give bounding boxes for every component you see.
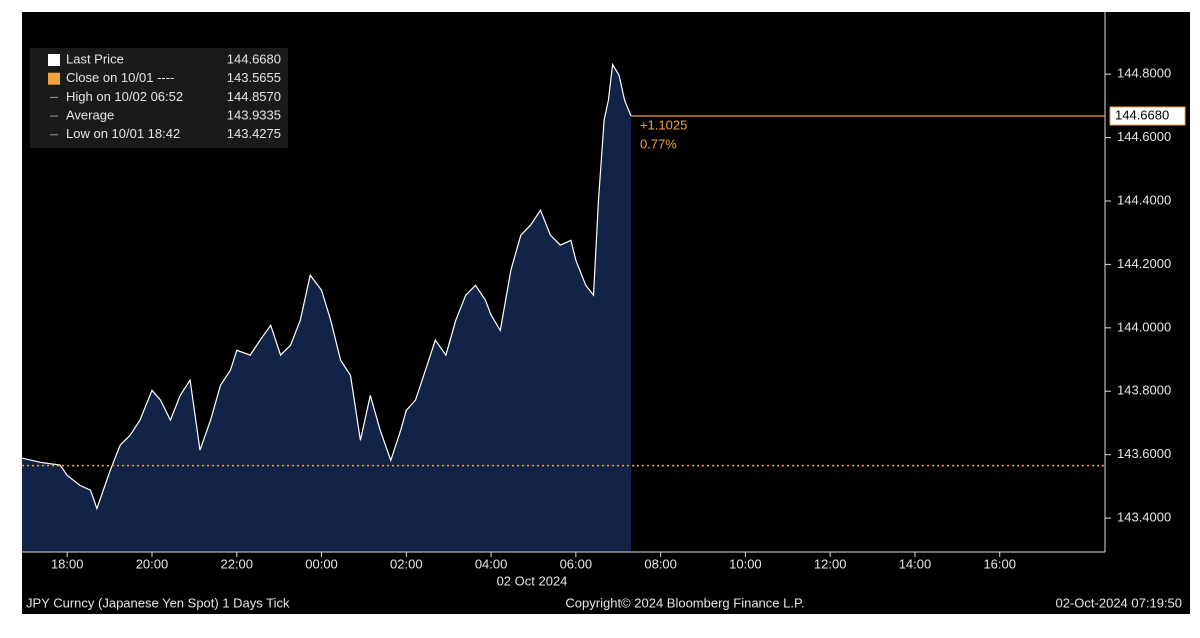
x-tick-label: 08:00 xyxy=(644,556,677,571)
y-tick-label: 143.4000 xyxy=(1117,510,1171,525)
x-tick-label: 18:00 xyxy=(51,556,84,571)
y-tick-label: 144.4000 xyxy=(1117,192,1171,207)
legend-value: 143.4275 xyxy=(227,126,281,141)
x-tick-label: 00:00 xyxy=(305,556,338,571)
x-tick-label: 04:00 xyxy=(475,556,508,571)
y-tick-label: 144.2000 xyxy=(1117,256,1171,271)
legend-name: Average xyxy=(66,108,114,123)
footer-left: JPY Curncy (Japanese Yen Spot) 1 Days Ti… xyxy=(26,595,290,610)
price-line xyxy=(21,62,632,511)
legend-name: Last Price xyxy=(66,51,124,66)
last-price-label: 144.6680 xyxy=(1115,107,1169,122)
x-tick-label: 12:00 xyxy=(814,556,847,571)
legend-value: 144.8570 xyxy=(227,89,281,104)
x-tick-label: 22:00 xyxy=(220,556,253,571)
y-tick-label: 144.8000 xyxy=(1117,66,1171,81)
y-tick-label: 144.0000 xyxy=(1117,319,1171,334)
x-tick-label: 14:00 xyxy=(899,556,932,571)
legend-swatch xyxy=(48,54,60,66)
legend-name: Close on 10/01 ---- xyxy=(66,70,174,85)
change-pct: 0.77% xyxy=(640,136,677,151)
footer-right: 02-Oct-2024 07:19:50 xyxy=(1056,595,1182,610)
footer-center: Copyright© 2024 Bloomberg Finance L.P. xyxy=(565,595,804,610)
legend-name: Low on 10/01 18:42 xyxy=(66,126,180,141)
y-tick-label: 143.8000 xyxy=(1117,383,1171,398)
legend-value: 143.9335 xyxy=(227,108,281,123)
x-tick-label: 20:00 xyxy=(136,556,169,571)
last-price-box xyxy=(1109,106,1186,126)
legend-box xyxy=(30,48,288,148)
x-tick-label: 06:00 xyxy=(560,556,593,571)
legend-swatch xyxy=(48,72,60,85)
legend-value: 144.6680 xyxy=(227,51,281,66)
x-tick-label: 10:00 xyxy=(729,556,762,571)
legend-value: 143.5655 xyxy=(227,70,281,85)
date-label: 02 Oct 2024 xyxy=(497,573,568,588)
y-tick-label: 144.6000 xyxy=(1117,129,1171,144)
change: +1.1025 xyxy=(640,117,687,132)
legend-name: High on 10/02 06:52 xyxy=(66,89,183,104)
y-tick-label: 143.6000 xyxy=(1117,446,1171,461)
x-tick-label: 16:00 xyxy=(983,556,1016,571)
x-tick-label: 02:00 xyxy=(390,556,423,571)
